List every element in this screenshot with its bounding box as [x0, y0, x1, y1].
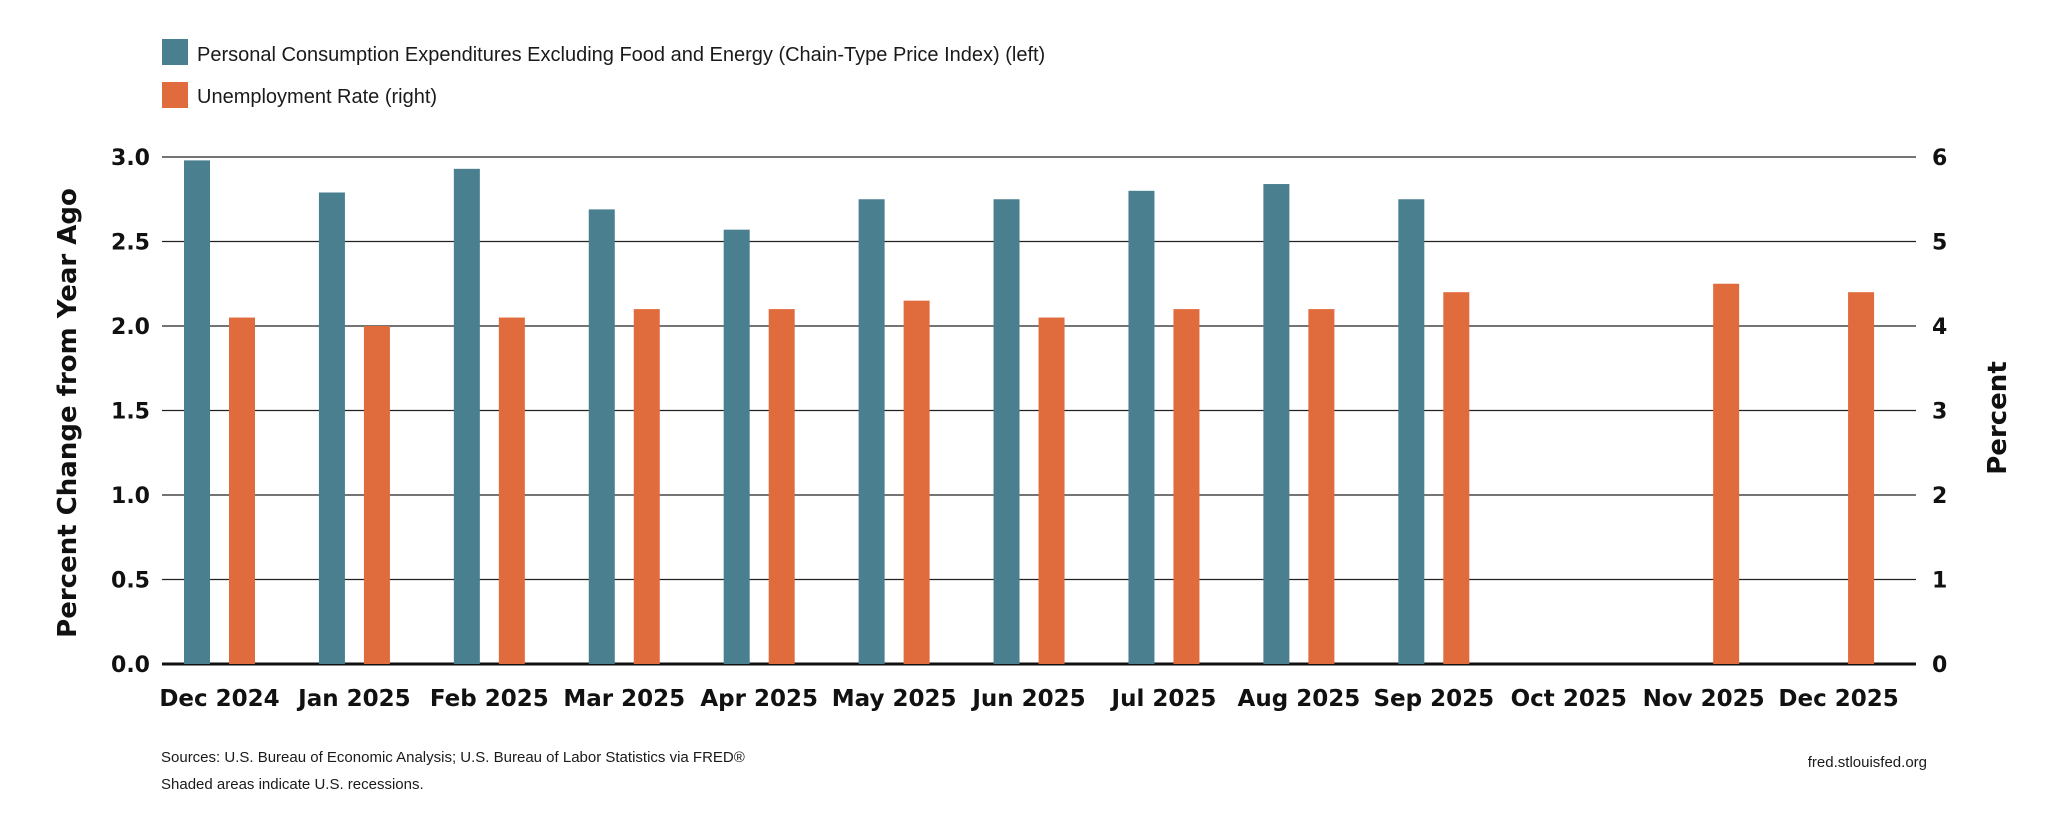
legend-swatch-unemployment: [162, 82, 188, 108]
right-axis-ticks: 0 1 2 3 4 5 6: [1932, 146, 1947, 678]
x-tick-label: Jun 2025: [970, 686, 1085, 712]
bar-unemployment: [1308, 309, 1335, 664]
x-tick-label: Mar 2025: [563, 686, 685, 712]
bar-unemployment: [498, 317, 525, 664]
x-tick-label: May 2025: [832, 686, 957, 712]
left-tick-label: 0.5: [111, 569, 150, 594]
left-tick-label: 2.5: [111, 231, 150, 256]
x-tick-label: Jul 2025: [1110, 686, 1217, 712]
bar-pce: [858, 199, 885, 664]
x-tick-label: Sep 2025: [1373, 686, 1494, 712]
x-tick-label: Feb 2025: [430, 686, 549, 712]
bar-unemployment: [1038, 317, 1065, 664]
x-axis-ticks: Dec 2024 Jan 2025 Feb 2025 Mar 2025 Apr 2025…: [159, 686, 1898, 712]
bar-unemployment: [1443, 292, 1470, 664]
right-tick-label: 3: [1932, 400, 1947, 425]
legend-label-unemployment: Unemployment Rate (right): [197, 86, 437, 108]
bar-pce: [993, 199, 1020, 664]
bar-unemployment: [1173, 309, 1200, 664]
right-tick-label: 2: [1932, 484, 1947, 509]
bar-unemployment: [1848, 292, 1875, 664]
right-tick-label: 1: [1932, 569, 1947, 594]
legend-swatch-pce: [162, 39, 188, 65]
legend: Personal Consumption Expenditures Exclud…: [162, 39, 1045, 108]
legend-label-pce: Personal Consumption Expenditures Exclud…: [197, 44, 1045, 66]
left-tick-label: 3.0: [111, 146, 150, 171]
bar-pce: [1263, 184, 1290, 665]
bar-pce: [318, 192, 345, 665]
x-tick-label: Oct 2025: [1511, 686, 1627, 712]
bar-pce: [723, 229, 750, 665]
bar-pce: [453, 168, 480, 664]
left-axis-title: Percent Change from Year Ago: [53, 188, 83, 638]
bars: [184, 160, 1875, 665]
x-tick-label: Apr 2025: [700, 686, 818, 712]
bar-unemployment: [1713, 283, 1740, 664]
recession-note: Shaded areas indicate U.S. recessions.: [161, 776, 424, 793]
x-tick-label: Nov 2025: [1643, 686, 1765, 712]
left-axis-ticks: 0.0 0.5 1.0 1.5 2.0 2.5 3.0: [111, 146, 150, 678]
x-tick-label: Jan 2025: [296, 686, 410, 712]
right-axis-title: Percent: [1983, 361, 2013, 475]
x-tick-label: Dec 2025: [1778, 686, 1898, 712]
left-tick-label: 0.0: [111, 653, 150, 678]
right-tick-label: 4: [1932, 315, 1947, 340]
bar-pce: [1128, 190, 1155, 665]
bar-unemployment: [363, 326, 390, 664]
left-tick-label: 2.0: [111, 315, 150, 340]
bar-pce: [588, 209, 615, 664]
x-tick-label: Aug 2025: [1238, 686, 1361, 712]
bar-pce: [1398, 199, 1425, 664]
right-tick-label: 0: [1932, 653, 1947, 678]
bar-pce: [184, 160, 210, 664]
x-tick-label: Dec 2024: [159, 686, 279, 712]
site-credit: fred.stlouisfed.org: [1808, 754, 1927, 771]
right-tick-label: 5: [1932, 231, 1947, 256]
left-tick-label: 1.0: [111, 484, 150, 509]
bar-unemployment: [768, 309, 795, 664]
bar-unemployment: [229, 317, 255, 664]
bar-unemployment: [903, 300, 930, 664]
right-tick-label: 6: [1932, 146, 1947, 171]
bar-unemployment: [633, 309, 660, 664]
source-note: Sources: U.S. Bureau of Economic Analysi…: [161, 749, 745, 766]
left-tick-label: 1.5: [111, 400, 150, 425]
